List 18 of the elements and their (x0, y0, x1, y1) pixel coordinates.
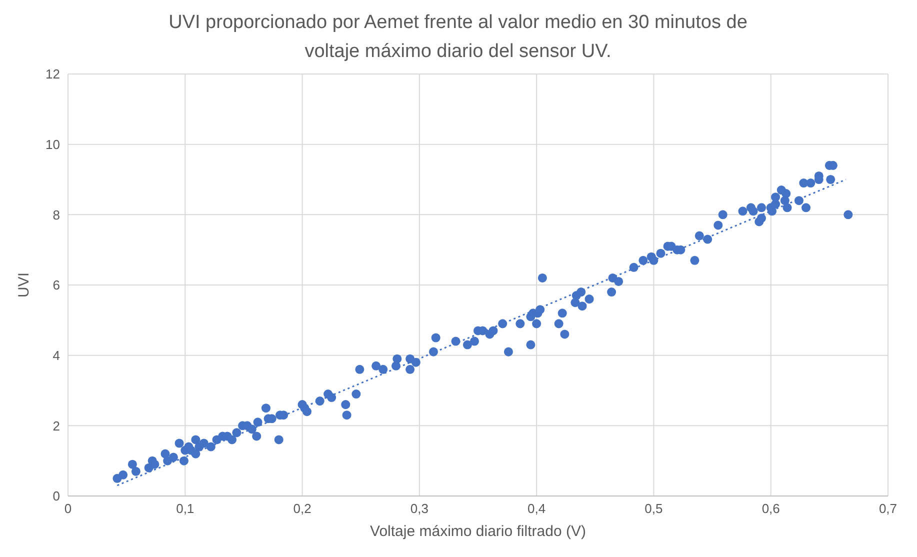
x-tick-label: 0,2 (293, 501, 312, 516)
x-tick-label: 0,6 (762, 501, 780, 516)
y-tick-label: 6 (52, 278, 60, 293)
x-tick-label: 0 (64, 501, 72, 516)
y-tick-label: 12 (46, 66, 60, 82)
y-axis-title: UVI (15, 272, 32, 298)
y-tick-label: 2 (52, 418, 60, 434)
y-tick-label: 4 (52, 348, 60, 363)
x-axis-title: Voltaje máximo diario filtrado (V) (370, 523, 586, 540)
chart-title: UVI proporcionado por Aemet frente al valor medio en 30 minutos de voltaje máximo diario del sensor UV. (168, 11, 748, 64)
x-tick-label: 0,4 (528, 501, 546, 516)
x-tick-label: 0,7 (878, 501, 898, 516)
y-tick-label: 0 (52, 488, 60, 504)
x-tick-label: 0,5 (644, 501, 663, 516)
y-tick-label: 10 (46, 136, 60, 152)
x-tick-label: 0,1 (176, 501, 194, 516)
y-tick-label: 8 (52, 207, 60, 222)
x-tick-label: 0,3 (410, 501, 428, 516)
